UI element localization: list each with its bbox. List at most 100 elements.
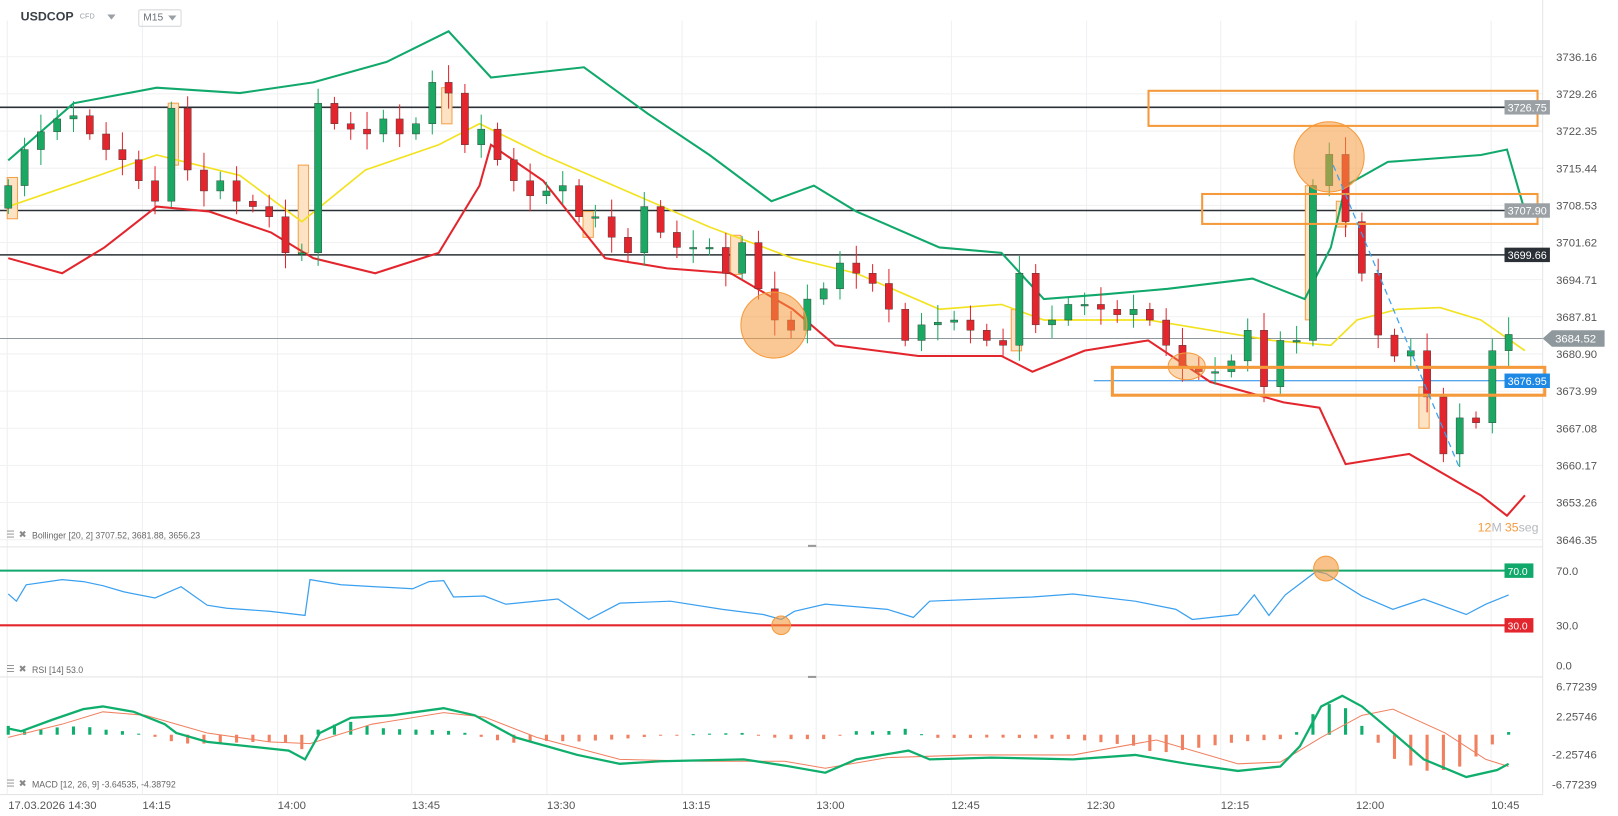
settings-icon[interactable]: ☰: [6, 530, 14, 540]
candle: [461, 83, 469, 153]
macd-histogram-bar: [1050, 734, 1054, 739]
candle-body: [102, 133, 110, 150]
symbol-selector[interactable]: USDCOP CFD: [21, 9, 116, 24]
candle: [673, 220, 681, 259]
price-axis-label: 3653.26: [1556, 498, 1597, 510]
candle-body: [428, 82, 437, 124]
candle: [1064, 297, 1073, 326]
macd-histogram-bar: [39, 729, 43, 735]
candle-body: [1504, 334, 1513, 351]
price-axis[interactable]: 3736.16 3729.26 3722.35 3715.44 3708.53 3701.…: [1556, 52, 1597, 547]
candle: [1406, 338, 1415, 367]
candle-body: [575, 185, 583, 217]
close-icon[interactable]: ✖: [19, 778, 27, 788]
candle: [232, 166, 241, 215]
trend-projection-line[interactable]: [1332, 164, 1461, 470]
close-icon[interactable]: ✖: [19, 664, 27, 674]
candle: [689, 230, 698, 263]
macd-histogram-bar: [707, 733, 712, 735]
macd-histogram-bar: [968, 734, 973, 738]
price-tag-level1: 3726.75: [1504, 100, 1550, 115]
panel-resize-handle[interactable]: [807, 544, 817, 547]
macd-histogram-bar: [854, 731, 858, 735]
resistance-zone-box[interactable]: [1147, 89, 1539, 127]
timeframe-selector[interactable]: M15: [138, 9, 182, 27]
candle: [1243, 318, 1252, 372]
candle-body: [738, 242, 746, 274]
macd-histogram-bar: [544, 734, 548, 741]
macd-histogram-bar: [1409, 734, 1413, 766]
macd-histogram-bar: [88, 727, 92, 735]
macd-histogram-bar: [153, 734, 157, 737]
candle-body: [461, 92, 469, 145]
rsi-line-path: [7, 570, 1509, 621]
candle-body: [591, 216, 600, 219]
macd-histogram-bar: [593, 734, 597, 741]
chevron-down-icon: [107, 13, 116, 20]
macd-histogram-bar: [381, 728, 385, 735]
candle-body: [167, 107, 176, 202]
macd-histogram-bar: [659, 734, 663, 736]
panel-resize-handle[interactable]: [807, 675, 817, 678]
candle-body: [85, 115, 94, 135]
candle: [950, 310, 958, 331]
settings-icon[interactable]: ☰: [6, 778, 14, 788]
candle: [216, 171, 225, 200]
rsi-axis: 70.0 30.0 70.0 30.0 0.0: [1504, 563, 1578, 673]
candle: [1472, 411, 1480, 429]
candle: [575, 179, 583, 223]
close-icon[interactable]: ✖: [19, 530, 27, 540]
rsi-highlight-circle[interactable]: [771, 615, 791, 636]
time-axis-label: 12:15: [1221, 800, 1249, 812]
price-tag-level2: 3707.90: [1504, 203, 1550, 218]
rsi-highlight-circle[interactable]: [1313, 555, 1339, 582]
macd-histogram-bar: [495, 734, 500, 741]
candle-body: [363, 128, 371, 135]
macd-histogram-bar: [740, 732, 744, 735]
highlight-circle[interactable]: [740, 291, 808, 359]
settings-icon[interactable]: ☰: [6, 664, 14, 674]
candle: [754, 230, 763, 300]
svg-text:-6.77239: -6.77239: [1552, 779, 1597, 791]
candle: [624, 228, 632, 262]
macd-histogram-bar: [169, 734, 173, 742]
bollinger-upper-band: [7, 29, 1526, 301]
bollinger-legend: ☰ ✖ Bollinger [20, 2] 3707.52, 3681.88, …: [6, 530, 200, 541]
candle-body: [1129, 309, 1138, 315]
macd-histogram-bar: [952, 734, 956, 738]
svg-text:Bollinger [20, 2] 3707.52, 368: Bollinger [20, 2] 3707.52, 3681.88, 3656…: [32, 531, 200, 541]
macd-histogram-bar: [871, 731, 875, 735]
instrument-type: CFD: [79, 12, 95, 21]
candle-body: [722, 247, 730, 274]
candle: [607, 199, 616, 253]
candle: [722, 232, 730, 287]
macd-histogram-bar: [887, 731, 891, 735]
svg-text:3707.90: 3707.90: [1508, 206, 1547, 218]
candle-body: [330, 103, 339, 124]
price-tag-level3: 3699.66: [1504, 247, 1550, 263]
bollinger-lower-band: [7, 143, 1526, 518]
candle: [1439, 387, 1448, 463]
macd-histogram-bar: [1246, 734, 1250, 742]
current-price-tag: 3684.52: [1542, 330, 1605, 347]
candle-body: [607, 216, 616, 238]
candle-body: [183, 107, 192, 171]
candle: [999, 328, 1007, 356]
macd-axis: 6.77239 2.25746 -2.25746 -6.77239: [1552, 681, 1597, 791]
price-axis-label: 3736.16: [1556, 52, 1597, 64]
macd-histogram-bar: [186, 734, 190, 744]
macd-histogram-bar: [283, 734, 288, 743]
candle-body: [412, 123, 420, 135]
time-axis[interactable]: 17.03.2026 14:30 14:15 14:00 13:45 13:30 13:1…: [8, 800, 1519, 812]
candle-body: [134, 159, 143, 181]
price-axis-label: 3687.81: [1556, 312, 1597, 324]
price-axis-label: 3646.35: [1556, 535, 1597, 547]
resistance-zone-box[interactable]: [1201, 192, 1539, 225]
macd-histogram-bar: [1262, 734, 1266, 741]
candle: [1048, 305, 1056, 338]
macd-histogram-bar: [447, 730, 451, 735]
candle: [102, 122, 110, 161]
highlight-ellipse[interactable]: [1167, 352, 1206, 381]
highlight-circle[interactable]: [1293, 121, 1365, 193]
